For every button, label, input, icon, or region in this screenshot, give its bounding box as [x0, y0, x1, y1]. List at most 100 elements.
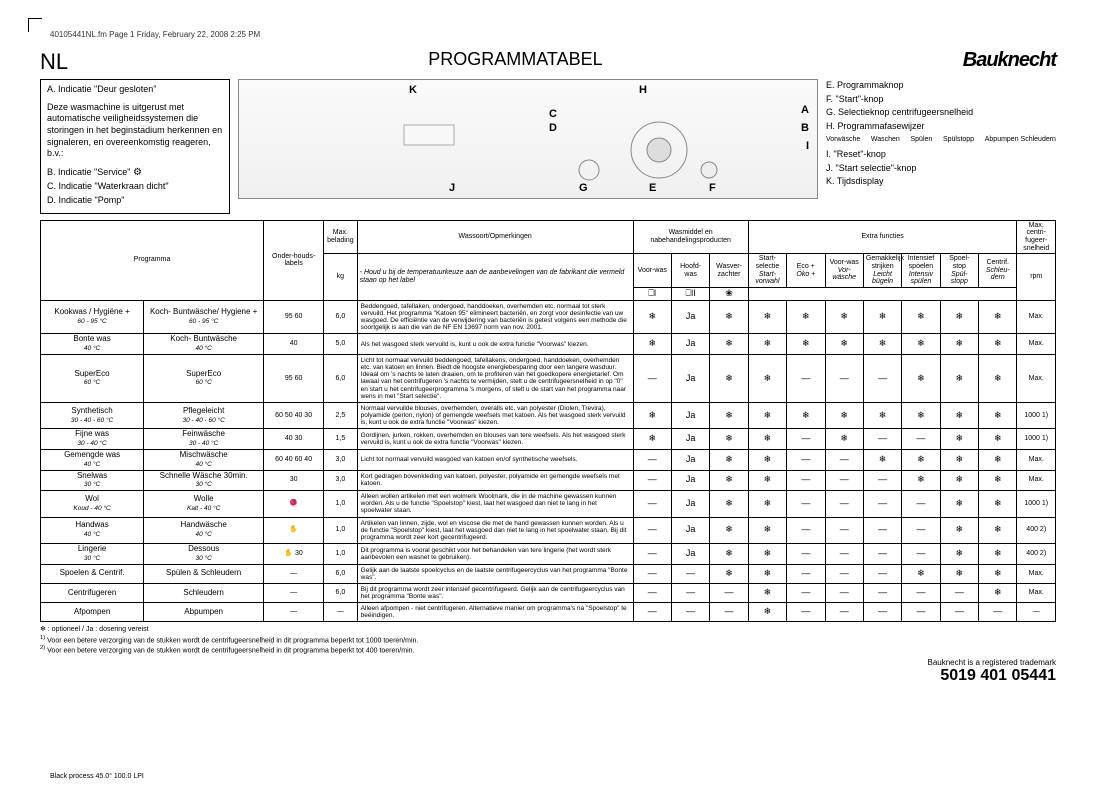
cell-1: Ja	[671, 470, 709, 491]
process-note: Black process 45.0° 100.0 LPI	[50, 773, 144, 780]
phase-3: Spülen	[910, 135, 932, 145]
right-legend: E. Programmaknop F. "Start"-knop G. Sele…	[826, 79, 1056, 214]
cell-7: ❄	[902, 334, 940, 355]
cell-6: —	[863, 543, 901, 564]
cell-0: —	[633, 517, 671, 543]
th-wc2: Hoofd-was	[671, 254, 709, 288]
cell-2: ❄	[710, 355, 748, 403]
ec6a: Spoel-stop	[949, 255, 969, 270]
cell-8: ❄	[940, 402, 978, 428]
trademark: Bauknecht is a registered trademark	[40, 658, 1056, 667]
table-row: Fijne was30 - 40 °CFeinwäsche30 - 40 °C4…	[41, 429, 1056, 450]
header-note: 40105441NL.fm Page 1 Friday, February 22…	[50, 30, 1056, 39]
care-label: ✋	[264, 517, 324, 543]
cell-3: ❄	[748, 517, 786, 543]
indicator-box: A. Indicatie "Deur gesloten" Deze wasmac…	[40, 79, 230, 214]
th-ec4: Gemakkelijk strijkenLeicht bügeln	[863, 254, 901, 288]
prog-alt: Handwäsche40 °C	[144, 517, 264, 543]
max-load: 1,0	[324, 517, 358, 543]
cell-2: ❄	[710, 334, 748, 355]
cell-3: ❄	[748, 603, 786, 622]
cell-9: ❄	[979, 517, 1017, 543]
prog-name: Spoelen & Centrif.	[41, 564, 144, 583]
cell-0: —	[633, 564, 671, 583]
prog-alt: WolleKalt - 40 °C	[144, 491, 264, 517]
cell-2: ❄	[710, 543, 748, 564]
ec2a: Eco +	[797, 263, 815, 270]
brand-logo: Bauknecht	[963, 49, 1056, 72]
cell-1: —	[671, 583, 709, 602]
ec6b: Spül-stopp	[951, 271, 968, 286]
cell-1: Ja	[671, 491, 709, 517]
cell-0: ❄	[633, 429, 671, 450]
th-prog: Programma	[41, 220, 264, 300]
service-icon: ⚙	[133, 167, 142, 178]
cell-3: ❄	[748, 543, 786, 564]
cell-4: —	[787, 429, 825, 450]
spin: 1000 1)	[1017, 402, 1056, 428]
th-ec5: Intensief spoelenIntensiv spülen	[902, 254, 940, 288]
leg-i: I. "Reset"-knop	[826, 148, 1056, 161]
th-ec3: Voor-wasVor-wäsche	[825, 254, 863, 288]
cell-2: ❄	[710, 491, 748, 517]
remark: Beddengoed, tafellaken, ondergoed, handd…	[357, 300, 633, 334]
cell-0: ❄	[633, 334, 671, 355]
prog-alt: Schnelle Wäsche 30min.30 °C	[144, 470, 264, 491]
cell-5: ❄	[825, 402, 863, 428]
prog-name: SuperEco60 °C	[41, 355, 144, 403]
ind-d: D. Indicatie "Pomp"	[47, 195, 223, 207]
th-load2: kg	[324, 254, 358, 301]
cell-8: ❄	[940, 300, 978, 334]
cell-4: ❄	[787, 402, 825, 428]
cell-3: ❄	[748, 583, 786, 602]
language-code: NL	[40, 49, 68, 75]
care-label: 95 60	[264, 300, 324, 334]
cell-9: ❄	[979, 429, 1017, 450]
phase-row: Vorwäsche Waschen Spülen Spülstopp Abpum…	[826, 133, 1056, 147]
product-code: 5019 401 05441	[40, 667, 1056, 685]
fn-2: 2) Voor een betere verzorging van de stu…	[40, 645, 1056, 656]
cell-3: ❄	[748, 491, 786, 517]
cell-3: ❄	[748, 300, 786, 334]
cell-3: ❄	[748, 429, 786, 450]
spin: Max.	[1017, 564, 1056, 583]
cell-2: ❄	[710, 470, 748, 491]
cell-9: ❄	[979, 355, 1017, 403]
cell-7: ❄	[902, 470, 940, 491]
remark: Alleen afpompen - niet centrifugeren. Al…	[357, 603, 633, 622]
cell-6: —	[863, 470, 901, 491]
cell-4: —	[787, 543, 825, 564]
care-label: 🧶	[264, 491, 324, 517]
spin: 1000 1)	[1017, 429, 1056, 450]
fn-2-text: Voor een betere verzorging van de stukke…	[47, 648, 414, 655]
leg-f: F. "Start"-knop	[826, 93, 1056, 106]
cell-6: —	[863, 491, 901, 517]
cell-1: Ja	[671, 334, 709, 355]
care-label: —	[264, 583, 324, 602]
prog-alt: Schleudern	[144, 583, 264, 602]
cell-6: —	[863, 355, 901, 403]
spin: Max.	[1017, 449, 1056, 470]
prog-name: Snelwas30 °C	[41, 470, 144, 491]
cell-0: —	[633, 583, 671, 602]
ec1b: Start-vorwahl	[755, 271, 779, 286]
remark: Bij dit programma wordt zeer intensief g…	[357, 583, 633, 602]
remark: Normaal vervuilde blouses, overhemden, o…	[357, 402, 633, 428]
cell-5: —	[825, 543, 863, 564]
cell-1: Ja	[671, 449, 709, 470]
care-label: 60 40 60 40	[264, 449, 324, 470]
table-row: AfpompenAbpumpen——Alleen afpompen - niet…	[41, 603, 1056, 622]
control-panel-image: K H C D A B I J G E F	[238, 79, 818, 199]
remark: Gordijnen, jurken, rokken, overhemden en…	[357, 429, 633, 450]
phase-5: Abpumpen Schleudern	[985, 135, 1056, 145]
th-ec2: Eco +Öko +	[787, 254, 825, 288]
cell-7: ❄	[902, 449, 940, 470]
ind-desc: Deze wasmachine is uitgerust met automat…	[47, 102, 223, 160]
spin: 400 2)	[1017, 517, 1056, 543]
remark: Kort gedragen bovenkleding van katoen, p…	[357, 470, 633, 491]
table-row: Gemengde was40 °CMischwäsche40 °C60 40 6…	[41, 449, 1056, 470]
prog-name: Afpompen	[41, 603, 144, 622]
cell-4: —	[787, 517, 825, 543]
leg-g: G. Selectieknop centrifugeersnelheid	[826, 106, 1056, 119]
table-row: Spoelen & Centrif.Spülen & Schleudern—6,…	[41, 564, 1056, 583]
